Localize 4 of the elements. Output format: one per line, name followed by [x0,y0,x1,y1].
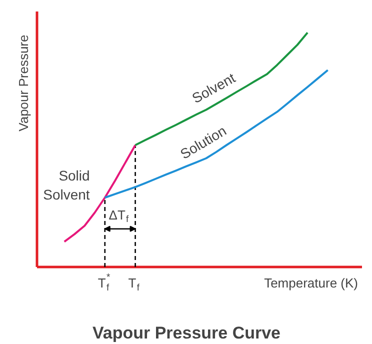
y-axis-title: Vapour Pressure [16,34,31,132]
text: Vapour Pressure Curve [92,324,281,342]
x-axis-title: Temperature (K) [264,276,358,290]
series-label: Solid Solvent [43,168,90,203]
